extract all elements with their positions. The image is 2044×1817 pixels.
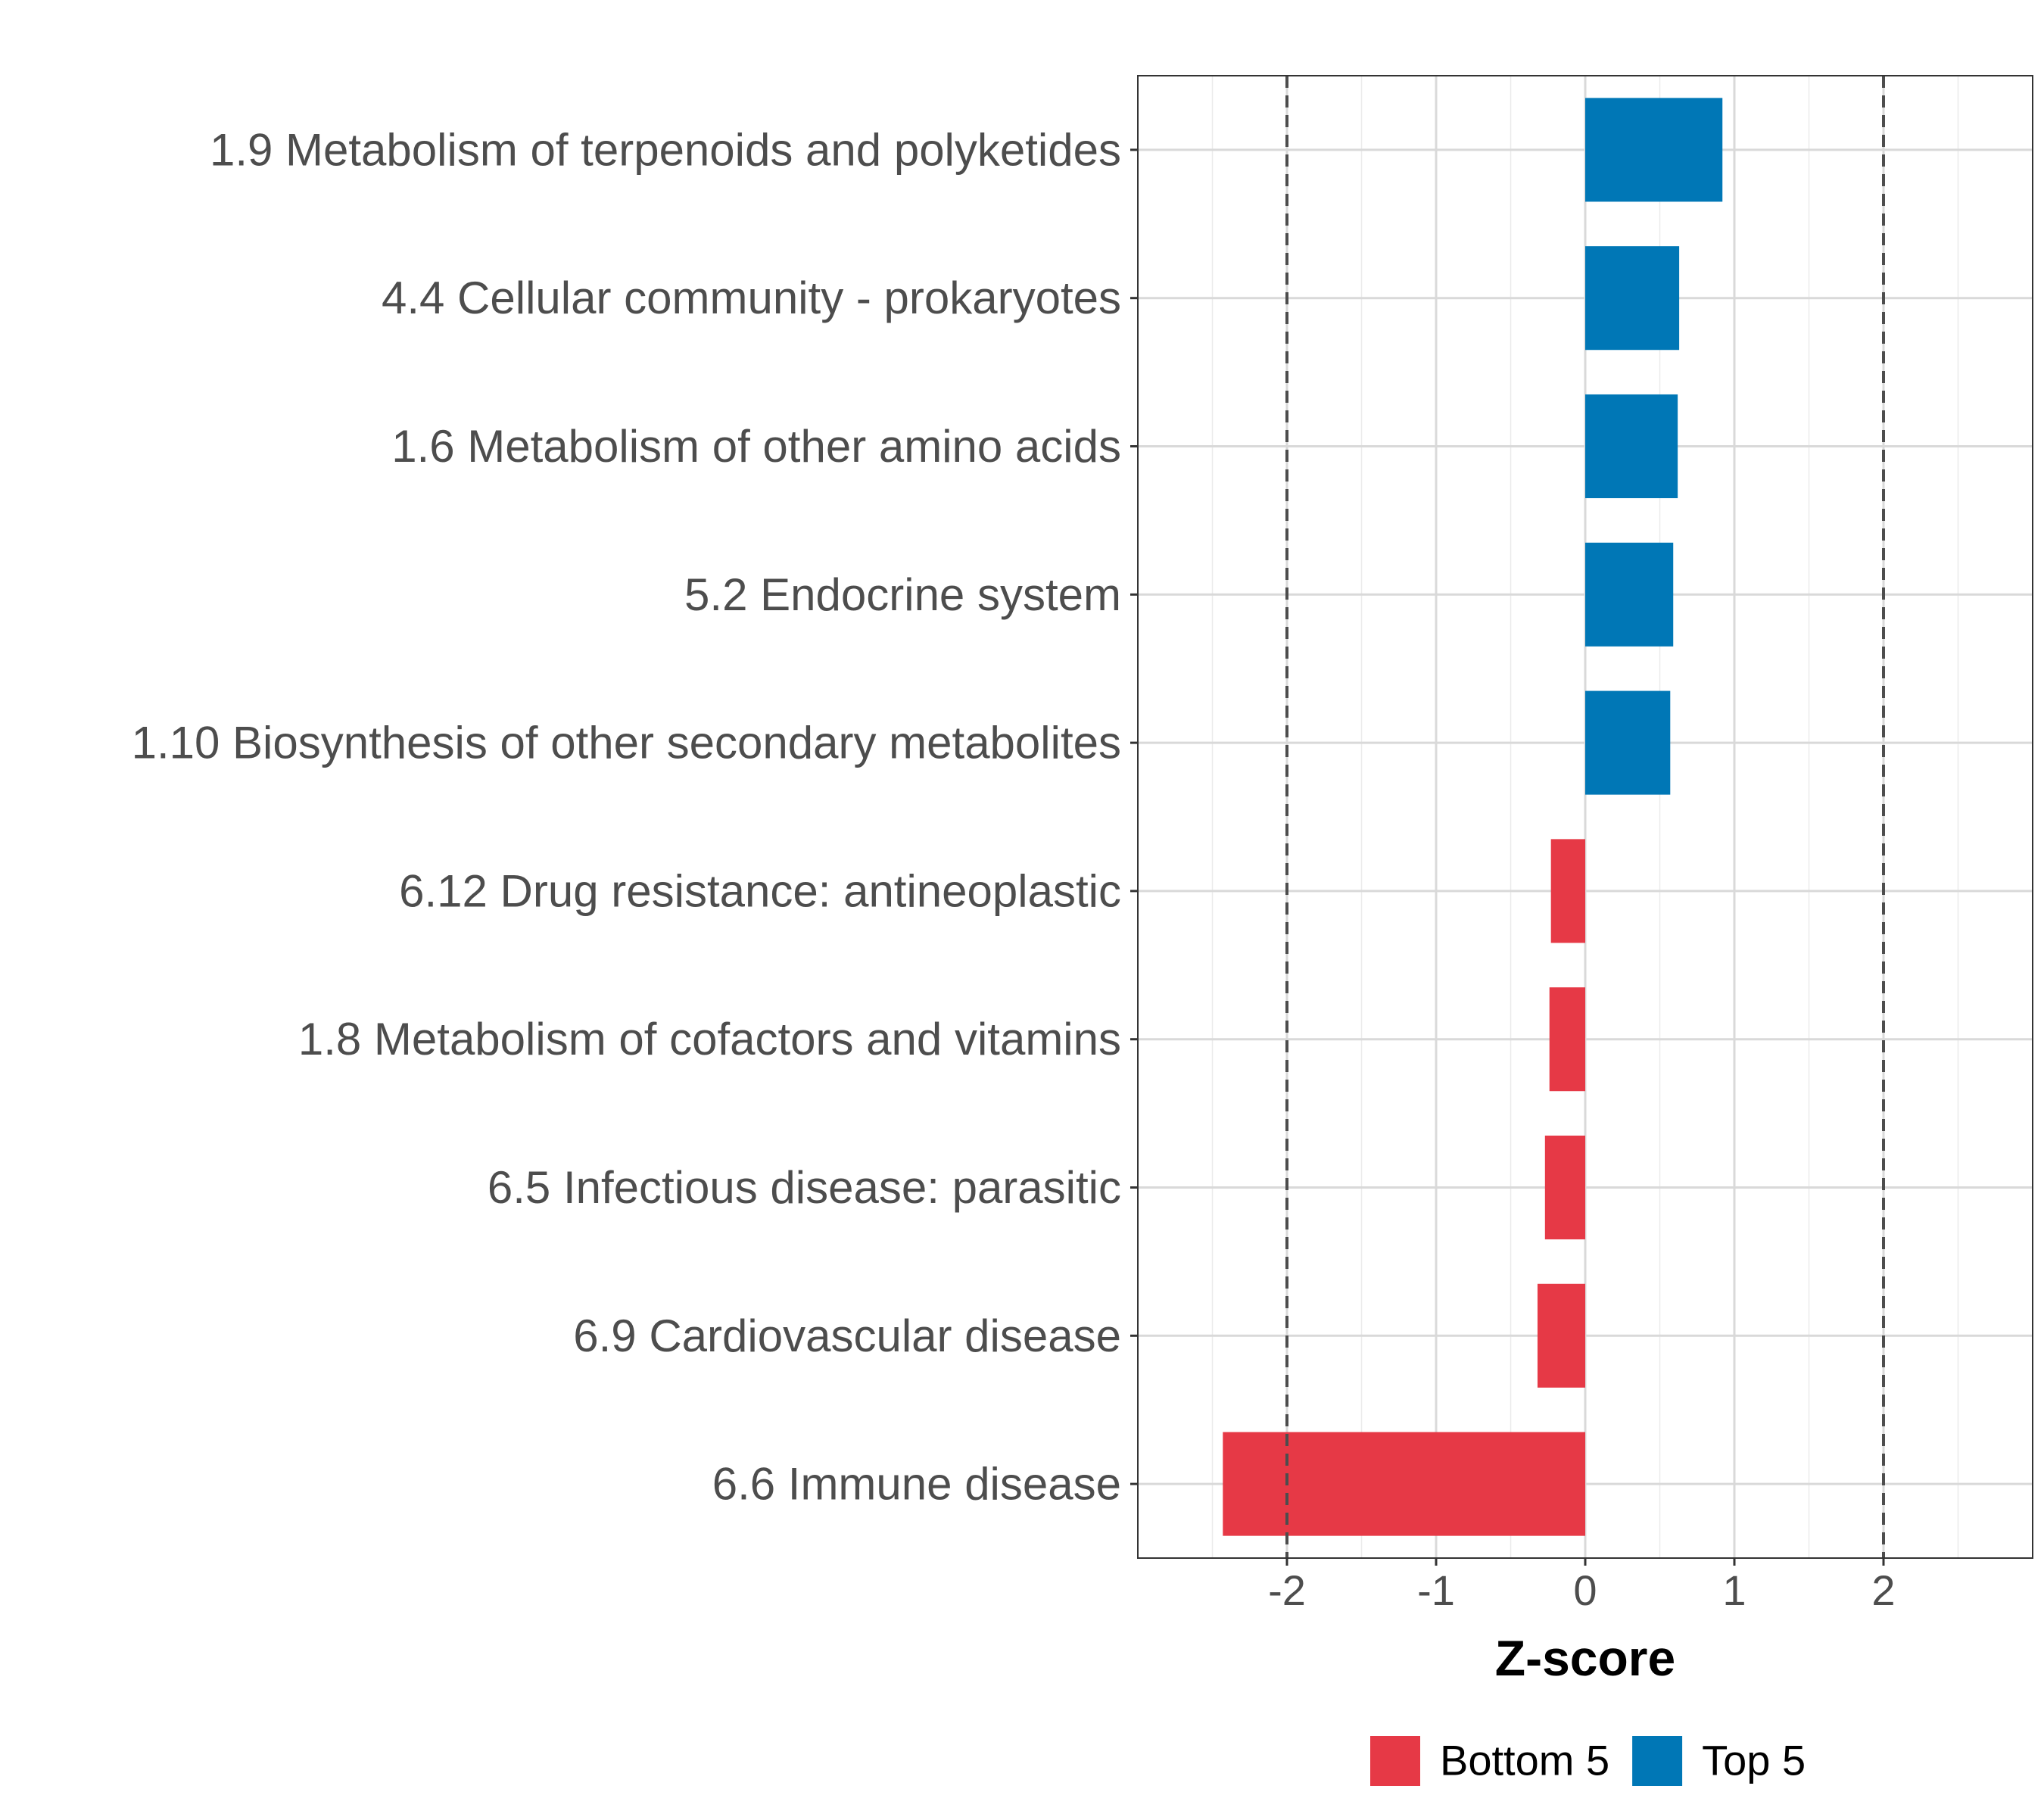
x-axis: -2 -1 0 1 2	[1268, 1558, 1896, 1614]
x-tick-label: -1	[1417, 1566, 1455, 1614]
bar	[1585, 394, 1678, 499]
x-tick-label: 1	[1722, 1566, 1746, 1614]
x-axis-title: Z-score	[1495, 1630, 1675, 1686]
bar	[1585, 542, 1674, 647]
category-label: 1.9 Metabolism of terpenoids and polyket…	[210, 124, 1121, 175]
x-tick-label: 0	[1573, 1566, 1597, 1614]
category-label: 6.5 Infectious disease: parasitic	[488, 1162, 1121, 1213]
category-label: 4.4 Cellular community - prokaryotes	[382, 273, 1121, 323]
legend-swatch	[1370, 1736, 1420, 1786]
category-label: 6.12 Drug resistance: antineoplastic	[399, 865, 1121, 916]
bar	[1585, 98, 1723, 202]
reference-lines	[1285, 76, 1885, 1558]
x-tick-label: -2	[1268, 1566, 1306, 1614]
bar	[1537, 1283, 1585, 1388]
x-tick-label: 2	[1871, 1566, 1895, 1614]
bar	[1544, 1135, 1585, 1240]
legend-label: Top 5	[1702, 1737, 1806, 1784]
category-label: 6.6 Immune disease	[712, 1459, 1121, 1510]
bar	[1549, 987, 1585, 1092]
bars	[1223, 98, 1723, 1536]
category-label: 1.8 Metabolism of cofactors and vitamins	[298, 1014, 1121, 1064]
bar	[1585, 690, 1671, 795]
bar	[1223, 1432, 1585, 1536]
y-axis: 1.9 Metabolism of terpenoids and polyket…	[132, 124, 1138, 1510]
legend-swatch	[1632, 1736, 1683, 1786]
category-label: 1.10 Biosynthesis of other secondary met…	[132, 718, 1121, 768]
bar	[1585, 246, 1680, 351]
category-label: 1.6 Metabolism of other amino acids	[391, 421, 1121, 472]
legend-label: Bottom 5	[1440, 1737, 1609, 1784]
category-label: 6.9 Cardiovascular disease	[573, 1311, 1121, 1361]
bar	[1550, 839, 1585, 943]
category-label: 5.2 Endocrine system	[684, 569, 1121, 620]
legend: Bottom 5 Top 5	[1370, 1736, 1806, 1786]
